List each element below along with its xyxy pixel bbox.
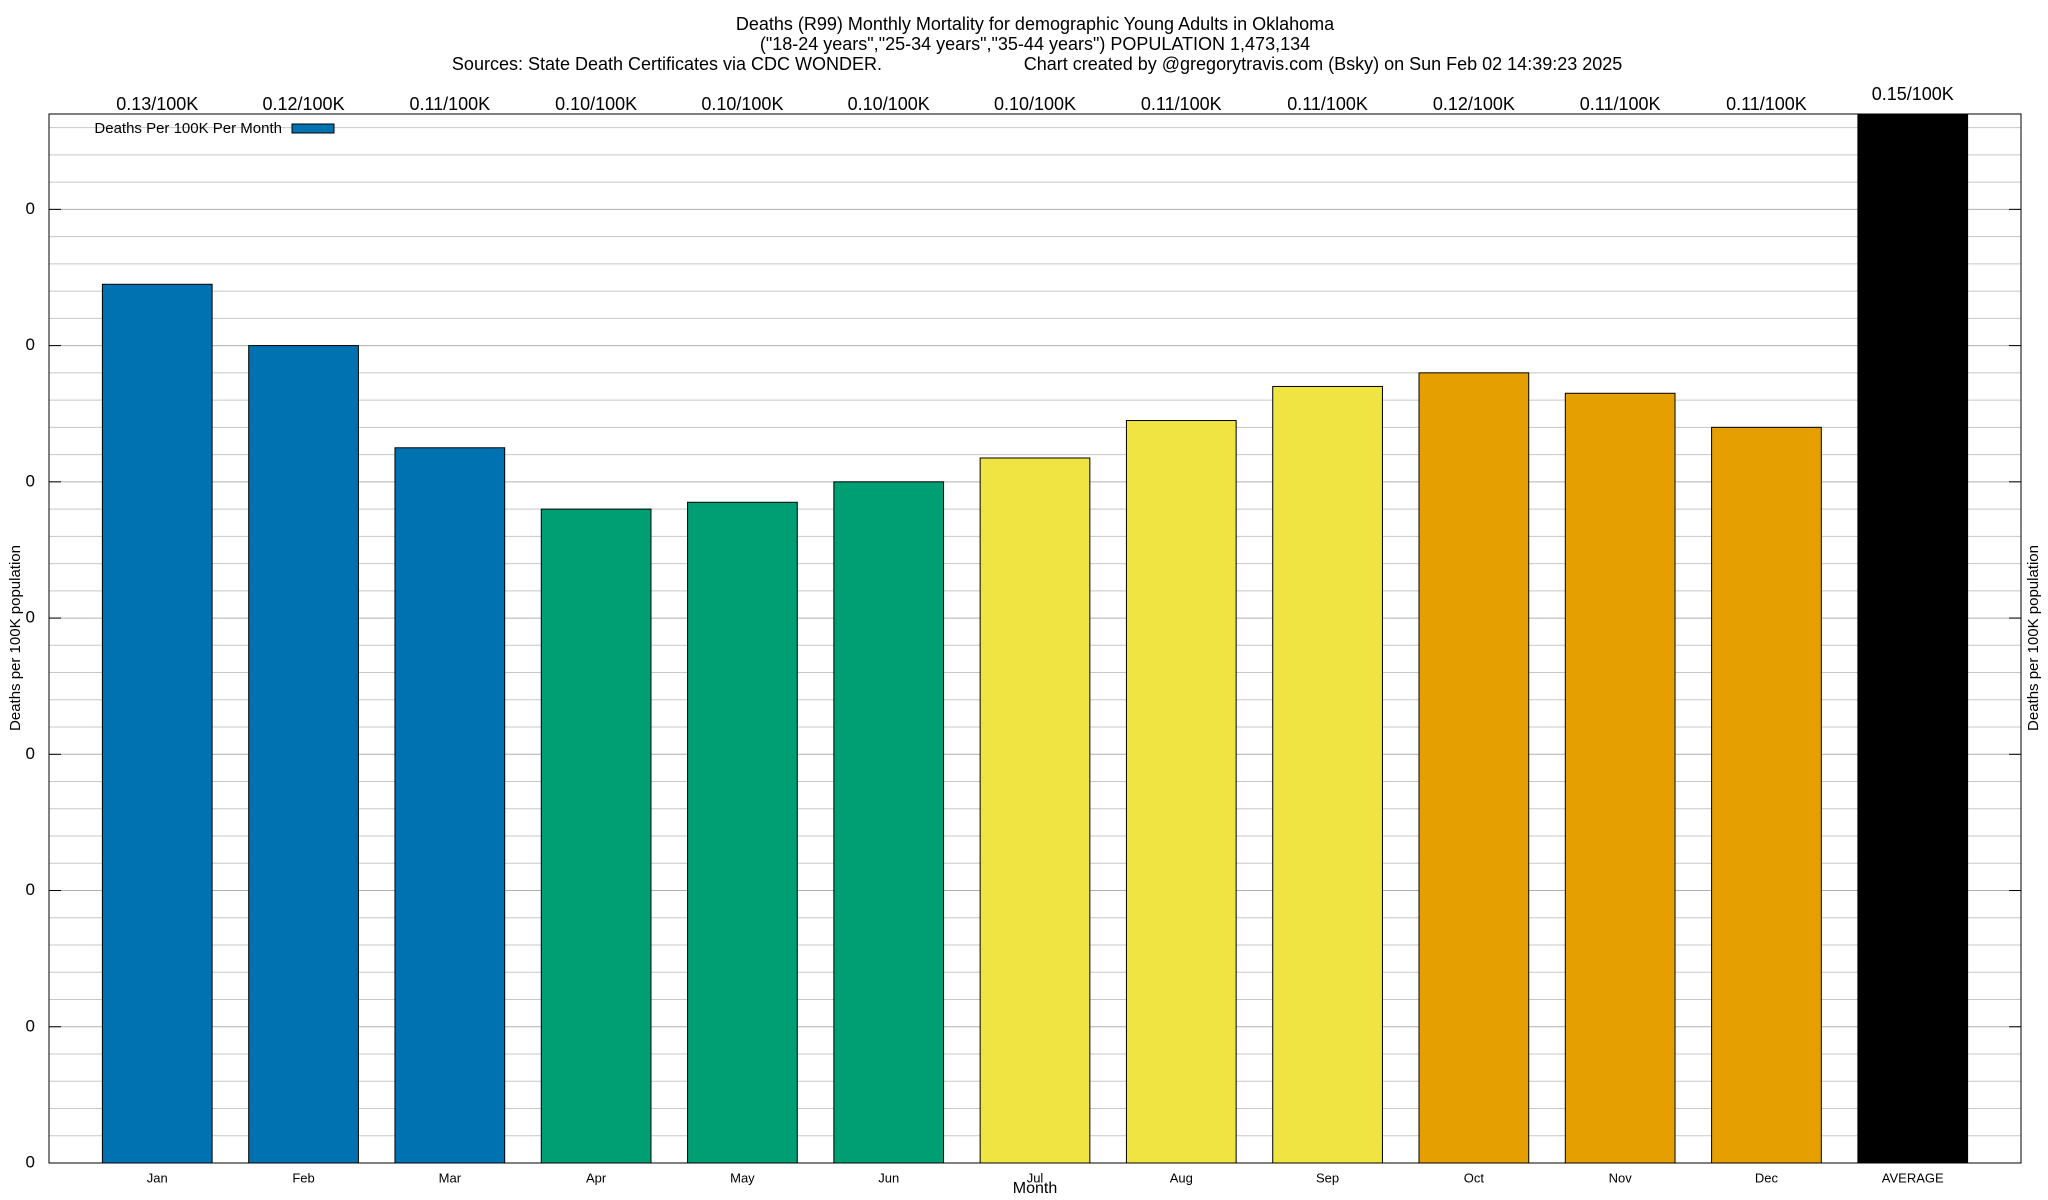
x-tick-label: Jun bbox=[878, 1170, 899, 1185]
bar bbox=[248, 345, 359, 1164]
value-label: 0.13/100K bbox=[116, 94, 198, 114]
x-tick-label: Jul bbox=[1027, 1170, 1044, 1185]
value-label: 0.10/100K bbox=[701, 94, 783, 114]
x-tick-label: May bbox=[730, 1170, 755, 1185]
bar bbox=[833, 481, 945, 1164]
y-tick-label: 0 bbox=[26, 744, 35, 763]
y-tick-label: 0 bbox=[26, 471, 35, 490]
legend-label: Deaths Per 100K Per Month bbox=[94, 120, 282, 137]
value-label: 0.12/100K bbox=[1433, 94, 1515, 114]
bar bbox=[1564, 392, 1676, 1164]
x-tick-label: Aug bbox=[1170, 1170, 1193, 1185]
value-label: 0.11/100K bbox=[1141, 94, 1222, 114]
x-tick-label: Sep bbox=[1316, 1170, 1339, 1185]
x-tick-label: Dec bbox=[1755, 1170, 1779, 1185]
value-label: 0.11/100K bbox=[409, 94, 490, 114]
y-tick-label: 0 bbox=[26, 1016, 35, 1035]
x-tick-label: Mar bbox=[439, 1170, 462, 1185]
x-axis-label: Month bbox=[1013, 1180, 1057, 1197]
y-tick-label: 0 bbox=[26, 608, 35, 627]
bar bbox=[394, 447, 506, 1164]
value-label: 0.15/100K bbox=[1872, 84, 1954, 104]
y-tick-label: 0 bbox=[26, 199, 35, 218]
x-tick-label: AVERAGE bbox=[1882, 1170, 1944, 1185]
value-label: 0.10/100K bbox=[555, 94, 637, 114]
bar bbox=[1857, 113, 1969, 1164]
y-axis-label: Deaths per 100K population bbox=[7, 545, 24, 731]
credit: Chart created by @gregorytravis.com (Bsk… bbox=[1024, 54, 1623, 74]
legend-swatch bbox=[291, 123, 335, 134]
y-tick-label: 0 bbox=[26, 335, 35, 354]
bar bbox=[687, 501, 798, 1164]
bar bbox=[540, 508, 652, 1164]
x-tick-label: Oct bbox=[1464, 1170, 1485, 1185]
bar bbox=[1272, 385, 1383, 1164]
x-tick-label: Jan bbox=[147, 1170, 168, 1185]
chart-title: Deaths (R99) Monthly Mortality for demog… bbox=[736, 14, 1335, 34]
bar bbox=[101, 283, 213, 1164]
value-label: 0.11/100K bbox=[1287, 94, 1368, 114]
value-label: 0.10/100K bbox=[848, 94, 930, 114]
bar bbox=[1711, 426, 1822, 1164]
y-tick-label: 0 bbox=[26, 880, 35, 899]
value-label: 0.11/100K bbox=[1726, 94, 1807, 114]
x-tick-label: Apr bbox=[586, 1170, 607, 1185]
value-label: 0.10/100K bbox=[994, 94, 1076, 114]
x-tick-label: Feb bbox=[292, 1170, 314, 1185]
value-label: 0.12/100K bbox=[263, 94, 345, 114]
y-tick-label: 0 bbox=[26, 1152, 35, 1171]
bar bbox=[1418, 372, 1530, 1164]
x-tick-label: Nov bbox=[1609, 1170, 1633, 1185]
value-label: 0.11/100K bbox=[1580, 94, 1661, 114]
source: Sources: State Death Certificates via CD… bbox=[452, 54, 882, 74]
bar bbox=[979, 457, 1091, 1164]
chart-subtitle: ("18-24 years","25-34 years","35-44 year… bbox=[760, 34, 1310, 54]
bar bbox=[1125, 420, 1237, 1164]
y2-axis-label: Deaths per 100K population bbox=[2025, 545, 2042, 731]
